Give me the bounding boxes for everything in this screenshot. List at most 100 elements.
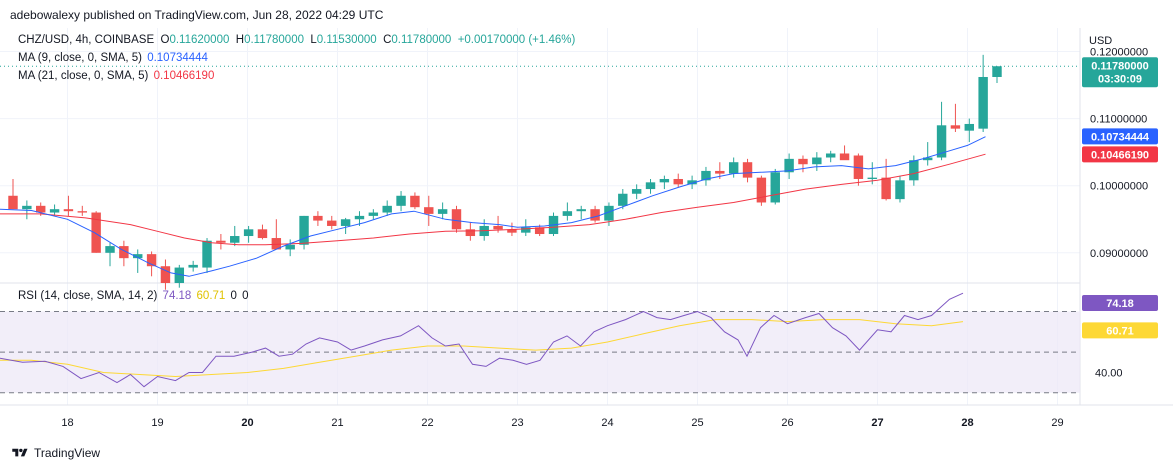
candle-up <box>728 162 739 174</box>
candle-up <box>576 209 586 212</box>
brand-name: TradingView <box>34 446 101 460</box>
candle-down <box>257 229 268 239</box>
rsi-ma-line <box>0 319 964 378</box>
ma9-badge-text: 0.10734444 <box>1091 131 1150 143</box>
candle-down <box>493 225 503 230</box>
rsi-ma-badge-bg <box>1082 322 1158 339</box>
symbol-legend[interactable]: CHZ/USD, 4h, COINBASE O0.11620000 H0.117… <box>18 34 575 46</box>
candle-up <box>784 158 794 173</box>
time-tick-label: 24 <box>601 417 613 429</box>
low-label: L <box>310 34 317 46</box>
rsi-legend[interactable]: RSI (14, close, SMA, 14, 2) 74.18 60.71 … <box>18 290 249 302</box>
time-tick-label: 23 <box>511 417 523 429</box>
time-tick-label: 25 <box>691 417 703 429</box>
ma9-legend[interactable]: MA (9, close, 0, SMA, 5) 0.10734444 <box>18 52 208 64</box>
candle-up <box>631 189 642 194</box>
price-tick-label: 0.12000000 <box>1090 46 1148 58</box>
ma9-value: 0.10734444 <box>147 52 208 64</box>
candle-up <box>243 229 254 237</box>
rsi-label[interactable]: RSI (14, close, SMA, 14, 2) <box>18 290 158 302</box>
rsi-line <box>0 292 964 388</box>
time-tick-label: 22 <box>421 417 433 429</box>
candle-up <box>645 182 656 190</box>
ma9-label[interactable]: MA (9, close, 0, SMA, 5) <box>18 52 142 64</box>
candle-up <box>437 209 448 214</box>
ma21-badge: 0.10466190 <box>1082 146 1158 163</box>
candle-down <box>590 209 600 221</box>
high-label: H <box>235 34 245 46</box>
candle-down <box>465 229 476 237</box>
time-tick-label: 29 <box>1051 417 1063 429</box>
candle-up <box>909 160 919 181</box>
candle-up <box>618 193 628 206</box>
candle-down <box>839 153 850 161</box>
candle-down <box>742 162 753 178</box>
time-tick-label: 27 <box>871 417 883 429</box>
candle-down <box>798 158 808 165</box>
candle-up <box>22 205 32 210</box>
ma9-line <box>0 136 986 277</box>
candle-up <box>230 236 240 243</box>
candle-up <box>174 267 185 283</box>
ma9-badge-bg <box>1082 128 1158 145</box>
time-tick-label: 21 <box>331 417 343 429</box>
rsi-badge-bg <box>1082 294 1158 311</box>
ma21-value: 0.10466190 <box>153 70 215 82</box>
candle-down <box>451 209 462 230</box>
candle-down <box>410 195 420 208</box>
rsi-level-lines <box>0 310 1080 394</box>
candle-up <box>812 157 822 165</box>
candle-up <box>895 180 905 200</box>
candle-up <box>936 125 947 158</box>
candle-down <box>216 240 226 243</box>
price-tick-label: 0.09000000 <box>1090 248 1148 260</box>
last-price-badge-text: 0.11780000 <box>1091 60 1149 72</box>
candle-up <box>701 170 711 181</box>
publish-info: adebowalexy published on TradingView.com… <box>10 8 384 22</box>
time-tick-label: 19 <box>151 417 163 429</box>
candle-up <box>978 76 988 129</box>
price-axis-ticks: 0.12000000 0.11000000 0.10000000 0.09000000 <box>1090 46 1148 259</box>
last-price-badge-bg <box>1082 57 1158 88</box>
ma21-legend[interactable]: MA (21, close, 0, SMA, 5) 0.10466190 <box>18 70 214 82</box>
candle-down <box>534 227 545 235</box>
candle-down <box>91 212 101 253</box>
price-tick-label: 0.10000000 <box>1090 181 1148 193</box>
candle-down <box>119 246 129 259</box>
candle-up <box>825 153 836 158</box>
candle-up <box>964 123 974 131</box>
time-tick-label: 26 <box>781 417 793 429</box>
change-value: +0.00170000 (+1.46%) <box>457 34 576 46</box>
candle-up <box>202 240 212 268</box>
candle-up <box>285 244 295 250</box>
close-label: C <box>383 34 392 46</box>
candle-down <box>715 170 725 174</box>
rsi-extra-value: 0 <box>230 290 237 302</box>
low-value: 0.11530000 <box>316 34 377 46</box>
ma9-badge: 0.10734444 <box>1082 128 1158 145</box>
candlestick-series <box>8 54 1002 290</box>
close-value: 0.11780000 <box>391 34 452 46</box>
candle-down <box>313 215 323 221</box>
candle-up <box>396 195 406 206</box>
high-value: 0.11780000 <box>244 34 304 46</box>
last-price-badge-text: 03:30:09 <box>1098 73 1142 85</box>
candle-down <box>327 220 337 226</box>
candle-up <box>340 219 351 226</box>
candle-up <box>604 205 614 221</box>
candle-up <box>49 209 60 213</box>
rsi-value: 74.18 <box>162 290 192 302</box>
tradingview-logo-icon <box>12 448 28 457</box>
candle-up <box>133 254 143 259</box>
ma21-label[interactable]: MA (21, close, 0, SMA, 5) <box>18 70 149 82</box>
tradingview-brand[interactable]: TradingView <box>10 446 100 460</box>
candle-down <box>63 209 74 212</box>
candle-up <box>867 177 877 179</box>
candle-up <box>521 227 531 233</box>
candle-down <box>146 254 157 267</box>
rsi-tick-label: 40.00 <box>1095 367 1123 379</box>
candle-up <box>770 172 780 203</box>
symbol-name[interactable]: CHZ/USD, 4h, COINBASE <box>18 34 155 46</box>
rsi-ma-badge-text: 60.71 <box>1106 325 1134 337</box>
